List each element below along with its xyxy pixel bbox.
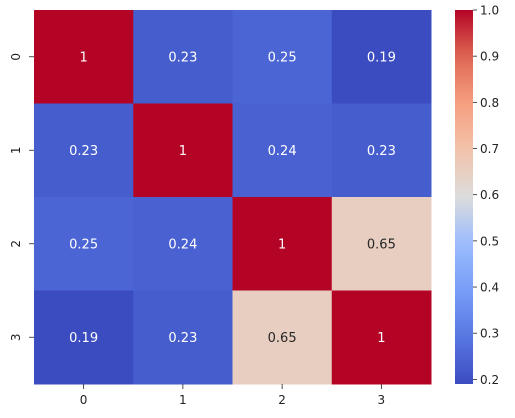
cell-annotation: 1 bbox=[79, 50, 87, 65]
cell-annotation: 0.25 bbox=[268, 50, 297, 65]
cell-annotation: 0.65 bbox=[268, 331, 297, 346]
colorbar-tick-label: 0.2 bbox=[480, 373, 499, 387]
colorbar-tick-label: 0.5 bbox=[480, 234, 499, 248]
cell-annotation: 0.23 bbox=[168, 50, 197, 65]
heatmap-cell bbox=[34, 197, 134, 291]
heatmap-cell bbox=[331, 197, 432, 291]
heatmap-cell bbox=[232, 10, 333, 104]
heatmap-cell bbox=[133, 10, 233, 104]
heatmap-cell bbox=[331, 10, 432, 104]
heatmap-cell bbox=[34, 103, 134, 198]
heatmap-cell bbox=[34, 290, 134, 385]
x-axis: 0 1 2 3 bbox=[80, 384, 385, 407]
cell-annotation: 0.25 bbox=[69, 237, 98, 252]
colorbar: 0.2 0.3 0.4 0.5 0.6 0.7 0.8 0.9 1.0 bbox=[455, 4, 499, 387]
x-tick-label: 0 bbox=[80, 393, 88, 407]
heatmap-annotations: 1 0.23 0.25 0.19 0.23 1 0.24 0.23 0.25 0.24 1 0.65 0… bbox=[69, 50, 396, 346]
cell-annotation: 0.65 bbox=[367, 237, 396, 252]
x-tick-label: 2 bbox=[278, 393, 286, 407]
heatmap-cell bbox=[232, 197, 333, 291]
colorbar-tick-label: 1.0 bbox=[480, 4, 499, 18]
x-tick-label: 1 bbox=[179, 393, 187, 407]
y-tick-label: 3 bbox=[9, 333, 23, 341]
colorbar-gradient bbox=[455, 10, 473, 384]
colorbar-tick-label: 0.6 bbox=[480, 188, 499, 202]
y-tick-label: 1 bbox=[9, 146, 23, 154]
heatmap-cell bbox=[34, 10, 134, 104]
heatmap-cell bbox=[331, 290, 432, 385]
cell-annotation: 0.23 bbox=[367, 144, 396, 159]
colorbar-tick-label: 0.3 bbox=[480, 327, 499, 341]
y-tick-label: 2 bbox=[9, 240, 23, 248]
heatmap-cell bbox=[232, 103, 333, 198]
colorbar-tick-label: 0.9 bbox=[480, 50, 499, 64]
colorbar-tick-label: 0.8 bbox=[480, 96, 499, 110]
heatmap-cell bbox=[133, 103, 233, 198]
x-tick-label: 3 bbox=[378, 393, 386, 407]
cell-annotation: 0.24 bbox=[268, 144, 297, 159]
cell-annotation: 0.19 bbox=[367, 50, 396, 65]
colorbar-tick-label: 0.7 bbox=[480, 142, 499, 156]
cell-annotation: 0.23 bbox=[168, 331, 197, 346]
cell-annotation: 1 bbox=[179, 144, 187, 159]
colorbar-tick-label: 0.4 bbox=[480, 281, 499, 295]
y-axis: 0 1 2 3 bbox=[9, 53, 34, 341]
heatmap-cells bbox=[34, 10, 432, 385]
heatmap-cell bbox=[232, 290, 333, 385]
heatmap-cell bbox=[133, 290, 233, 385]
heatmap-cell bbox=[133, 197, 233, 291]
cell-annotation: 0.24 bbox=[168, 237, 197, 252]
y-tick-label: 0 bbox=[9, 53, 23, 61]
cell-annotation: 0.23 bbox=[69, 144, 98, 159]
heatmap-cell bbox=[331, 103, 432, 198]
cell-annotation: 1 bbox=[278, 237, 286, 252]
cell-annotation: 1 bbox=[377, 331, 385, 346]
cell-annotation: 0.19 bbox=[69, 331, 98, 346]
